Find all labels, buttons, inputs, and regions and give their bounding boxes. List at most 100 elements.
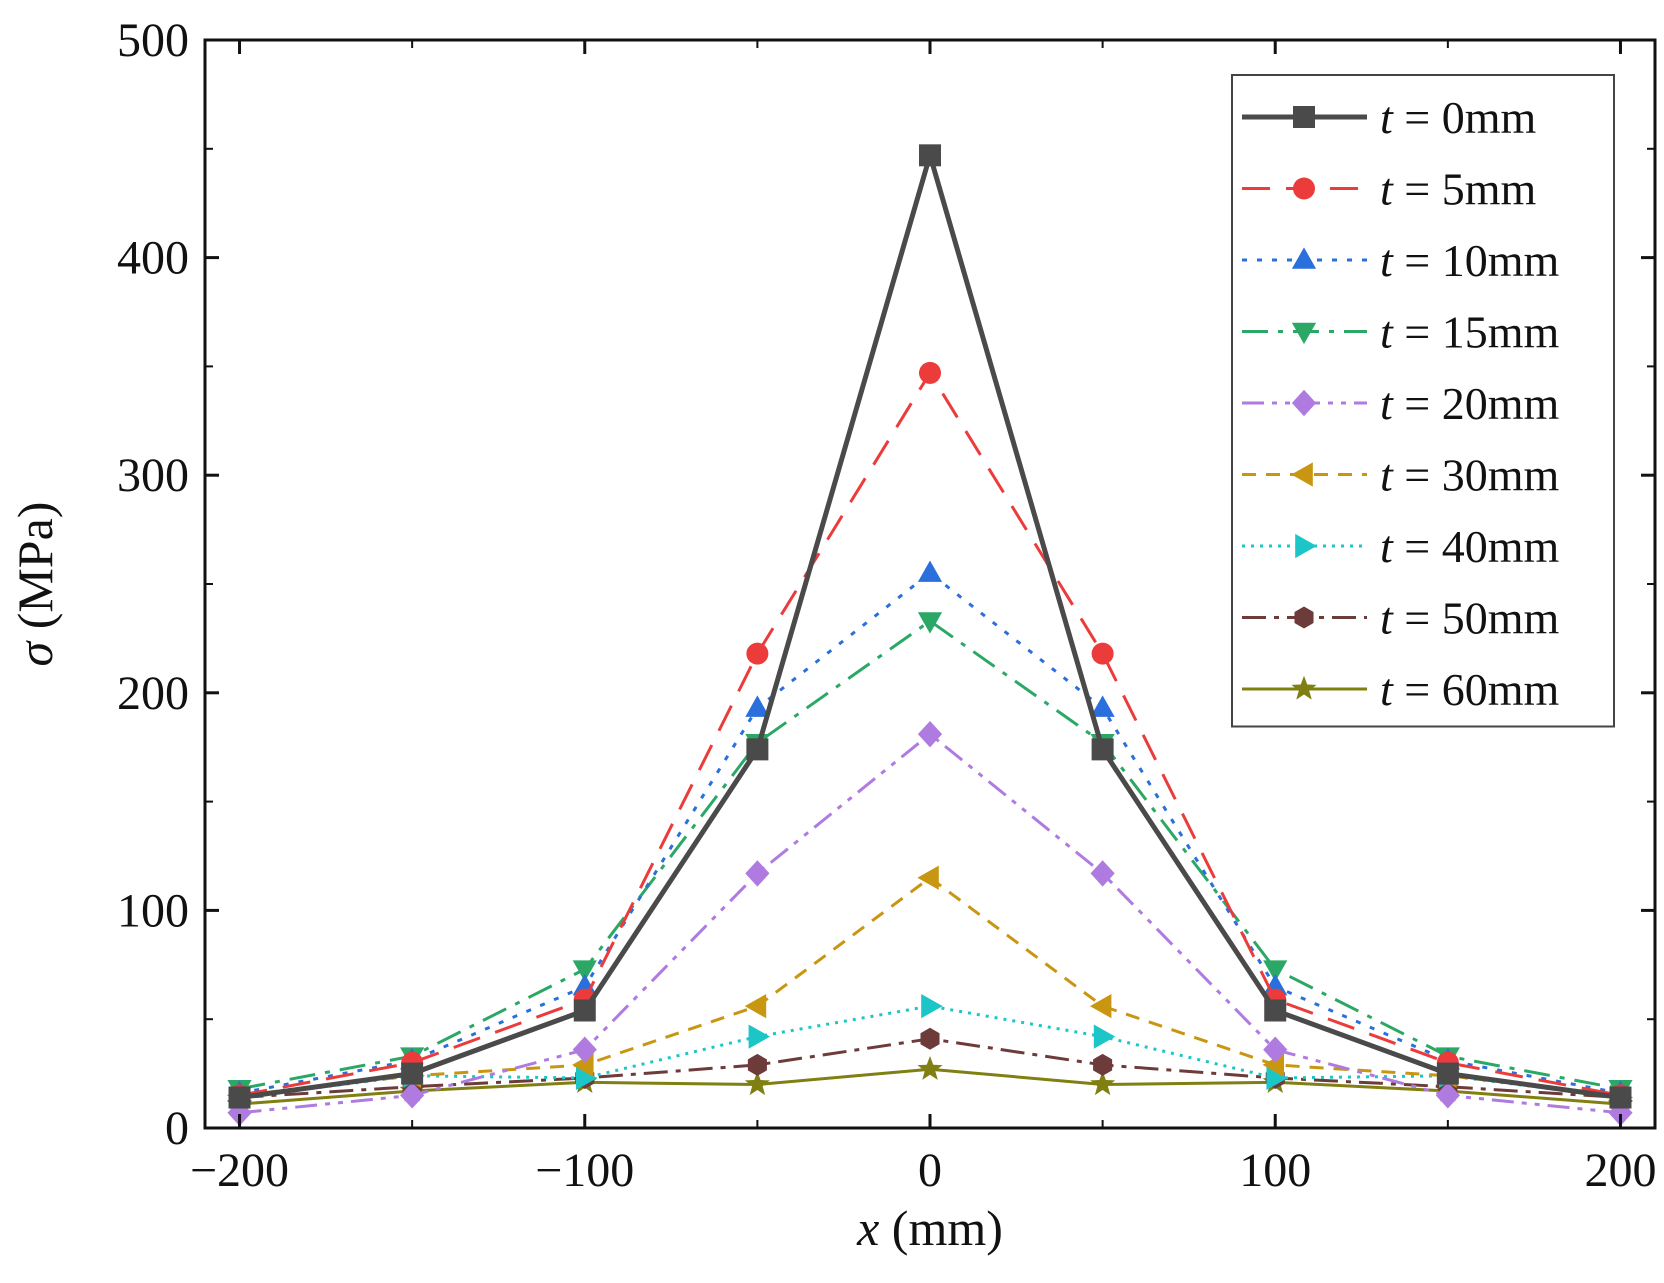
- data-point: [919, 144, 941, 167]
- legend-label: t = 15mm: [1380, 307, 1560, 358]
- legend-item: t = 15mm: [1242, 307, 1560, 358]
- data-point: [917, 865, 939, 890]
- legend-marker: [1293, 106, 1315, 128]
- data-point: [573, 999, 596, 1022]
- data-point: [575, 1065, 598, 1091]
- legend-label-variable: t: [1380, 164, 1394, 215]
- legend-label-variable: t: [1380, 664, 1394, 715]
- data-point: [1090, 860, 1115, 887]
- legend-label-value: = 10mm: [1393, 235, 1560, 286]
- legend-item: t = 50mm: [1242, 593, 1560, 644]
- legend-marker: [1291, 247, 1317, 269]
- legend-label: t = 30mm: [1380, 450, 1560, 501]
- x-axis-unit: (mm): [879, 1200, 1003, 1256]
- tick-layer: −200 −100 0 100 200 0 100 200 300 400 500: [117, 14, 1656, 1197]
- legend-marker: [1291, 462, 1313, 487]
- data-point: [747, 1053, 767, 1076]
- legend-label: t = 20mm: [1380, 378, 1560, 429]
- legend-label: t = 0mm: [1380, 92, 1537, 143]
- legend-marker: [1291, 675, 1317, 700]
- y-axis-title: σ (MPa): [7, 502, 63, 667]
- legend-label-value: = 20mm: [1393, 378, 1560, 429]
- legend-label-variable: t: [1380, 307, 1394, 358]
- legend-label-variable: t: [1380, 378, 1394, 429]
- legend-marker: [1291, 389, 1317, 417]
- legend-label: t = 10mm: [1380, 235, 1560, 286]
- legend-label-value: = 50mm: [1393, 593, 1560, 644]
- data-point: [401, 1062, 424, 1085]
- data-point: [917, 560, 943, 582]
- legend-item: t = 60mm: [1242, 664, 1560, 715]
- x-tick-label: 0: [918, 1144, 942, 1197]
- legend-label-value: = 0mm: [1393, 92, 1537, 143]
- data-point: [400, 1082, 425, 1109]
- legend-marker: [1295, 533, 1317, 559]
- legend-label-variable: t: [1380, 450, 1394, 501]
- y-tick-label: 500: [117, 14, 189, 67]
- y-axis-unit: (MPa): [7, 502, 63, 642]
- x-tick-label: −100: [535, 1144, 634, 1197]
- data-point: [1609, 1086, 1632, 1109]
- legend-label-value: = 30mm: [1393, 450, 1560, 501]
- legend-label-variable: t: [1380, 593, 1394, 644]
- data-point: [917, 720, 943, 748]
- data-point: [228, 1086, 251, 1109]
- data-point: [917, 612, 943, 634]
- legend-label: t = 50mm: [1380, 593, 1560, 644]
- data-point: [1090, 695, 1115, 717]
- series-0: [228, 144, 1632, 1109]
- legend-label-value: = 5mm: [1393, 164, 1537, 215]
- series-line: [239, 619, 1621, 1091]
- legend-marker: [1291, 322, 1317, 345]
- y-axis-variable: σ: [7, 639, 63, 666]
- data-point: [921, 994, 943, 1019]
- x-tick-label: 100: [1239, 1144, 1311, 1197]
- x-tick-label: 200: [1584, 1144, 1656, 1197]
- legend-item: t = 5mm: [1242, 164, 1537, 215]
- legend-label-variable: t: [1380, 521, 1394, 572]
- series-layer: [226, 144, 1634, 1126]
- data-point: [745, 695, 770, 717]
- legend-label-value: = 40mm: [1393, 521, 1560, 572]
- legend-label-variable: t: [1380, 235, 1394, 286]
- data-point: [1263, 1036, 1288, 1063]
- data-point: [1264, 999, 1287, 1022]
- legend-label-value: = 15mm: [1393, 307, 1560, 358]
- data-point: [1436, 1062, 1459, 1085]
- data-point: [748, 1024, 771, 1049]
- legend-item: t = 10mm: [1242, 235, 1560, 286]
- data-point: [1090, 1071, 1116, 1096]
- data-point: [917, 1056, 943, 1080]
- data-point: [1091, 642, 1114, 665]
- data-point: [1263, 960, 1288, 982]
- data-point: [1435, 1082, 1460, 1109]
- y-tick-label: 0: [165, 1102, 189, 1155]
- legend-marker: [1293, 177, 1315, 200]
- y-tick-label: 200: [117, 667, 189, 720]
- legend-item: t = 40mm: [1242, 521, 1560, 572]
- legend-item: t = 30mm: [1242, 450, 1560, 501]
- legend-label-variable: t: [1380, 92, 1394, 143]
- data-point: [744, 994, 767, 1019]
- data-point: [1093, 1053, 1113, 1076]
- legend-item: t = 0mm: [1242, 92, 1537, 143]
- series-line: [239, 732, 1621, 1115]
- y-tick-label: 300: [117, 449, 189, 502]
- data-point: [1091, 738, 1114, 761]
- data-point: [745, 860, 770, 887]
- x-axis-variable: x: [856, 1200, 879, 1256]
- data-point: [920, 1027, 940, 1050]
- x-tick-label: −200: [190, 1144, 289, 1197]
- data-point: [572, 1036, 597, 1063]
- data-point: [746, 738, 769, 761]
- y-tick-label: 400: [117, 232, 189, 285]
- data-point: [572, 960, 597, 982]
- data-point: [746, 642, 769, 665]
- legend-label: t = 5mm: [1380, 164, 1537, 215]
- legend-item: t = 20mm: [1242, 378, 1560, 429]
- legend-label: t = 40mm: [1380, 521, 1560, 572]
- y-tick-label: 100: [117, 884, 189, 937]
- data-point: [1089, 994, 1112, 1019]
